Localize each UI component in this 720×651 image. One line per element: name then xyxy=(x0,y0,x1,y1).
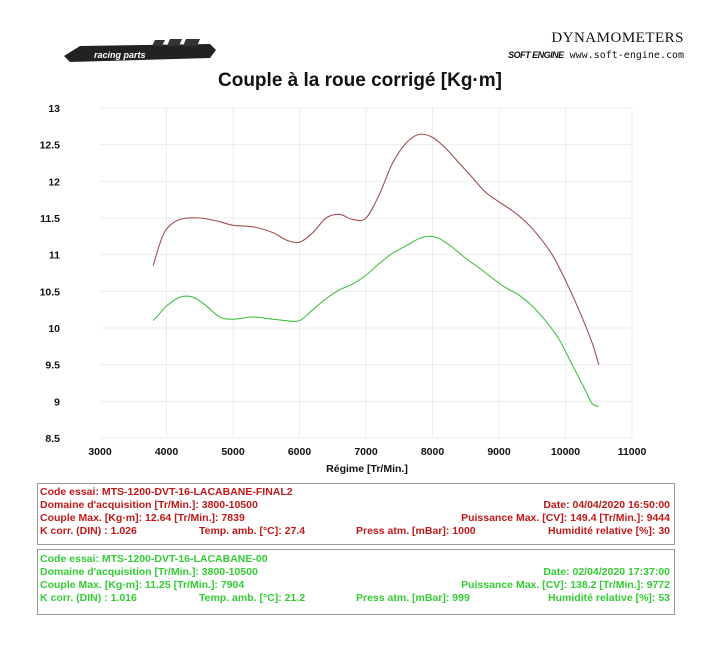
y-tick-label: 9.5 xyxy=(45,360,60,372)
x-tick-label: 8000 xyxy=(421,446,445,458)
y-tick-label: 10 xyxy=(48,323,60,335)
x-tick-label: 3000 xyxy=(88,446,112,458)
run2-domain: Domaine d'acquisition [Tr/Min.]: 3800-10… xyxy=(40,566,258,578)
run1-couple: Couple Max. [Kg·m]: 12.64 [Tr/Min.]: 783… xyxy=(40,512,245,524)
logo-text: racing parts xyxy=(94,50,146,60)
run1-row-3: Couple Max. [Kg·m]: 12.64 [Tr/Min.]: 783… xyxy=(38,512,674,525)
run1-domain: Domaine d'acquisition [Tr/Min.]: 3800-10… xyxy=(40,499,258,511)
chart-title: Couple à la roue corrigé [Kg·m] xyxy=(218,70,502,91)
run2-row-4: K corr. (DIN) : 1.016 Temp. amb. [°C]: 2… xyxy=(38,592,674,605)
y-tick-label: 12.5 xyxy=(40,140,61,152)
y-tick-label: 11 xyxy=(49,250,60,262)
series-line-2 xyxy=(152,235,599,407)
run1-row-4: K corr. (DIN) : 1.026 Temp. amb. [°C]: 2… xyxy=(38,525,674,538)
run2-code: Code essai: MTS-1200-DVT-16-LACABANE-00 xyxy=(40,553,268,565)
run1-press: Press atm. [mBar]: 1000 xyxy=(356,525,476,537)
y-tick-label: 9 xyxy=(54,396,60,408)
x-tick-label: 7000 xyxy=(354,446,378,458)
series-line-1 xyxy=(152,133,600,365)
run2-press: Press atm. [mBar]: 999 xyxy=(356,592,470,604)
series-lines xyxy=(152,133,600,407)
x-tick-label: 4000 xyxy=(155,446,179,458)
run2-kcorr: K corr. (DIN) : 1.016 xyxy=(40,592,137,604)
run2-humidity: Humidité relative [%]: 53 xyxy=(548,592,670,604)
grid-lines xyxy=(100,107,633,439)
y-tick-label: 11.5 xyxy=(40,213,60,225)
x-tick-label: 10000 xyxy=(551,446,580,458)
run2-row-1: Code essai: MTS-1200-DVT-16-LACABANE-00 xyxy=(38,553,674,566)
run1-row-1: Code essai: MTS-1200-DVT-16-LACABANE-FIN… xyxy=(38,486,674,499)
y-tick-label: 12 xyxy=(48,176,60,188)
x-tick-label: 5000 xyxy=(221,446,245,458)
run2-temp: Temp. amb. [°C]: 21.2 xyxy=(199,592,306,604)
run1-kcorr: K corr. (DIN) : 1.026 xyxy=(40,525,137,537)
x-tick-label: 9000 xyxy=(487,446,511,458)
y-tick-label: 8.5 xyxy=(45,433,60,445)
run2-couple: Couple Max. [Kg·m]: 11.25 [Tr/Min.]: 790… xyxy=(40,579,245,591)
brand-site: www.soft-engine.com xyxy=(569,50,684,61)
brand-name: DYNAMOMETERS xyxy=(551,30,684,46)
x-tick-label: 11000 xyxy=(618,446,647,458)
run1-temp: Temp. amb. [°C]: 27.4 xyxy=(199,525,306,537)
run2-puissance: Puissance Max. [CV]: 138.2 [Tr/Min.]: 97… xyxy=(461,579,670,591)
y-tick-label: 13 xyxy=(48,103,60,115)
y-tick-labels: 8.5 9 9.5 10 10.5 11 11.5 12 12.5 13 xyxy=(40,103,61,445)
run-info-panel-2: Code essai: MTS-1200-DVT-16-LACABANE-00 … xyxy=(37,549,675,615)
run1-row-2: Domaine d'acquisition [Tr/Min.]: 3800-10… xyxy=(38,499,674,512)
racing-parts-logo: racing parts xyxy=(64,39,216,62)
torque-chart: 3000 4000 5000 6000 7000 8000 9000 10000 11000 8… xyxy=(40,103,647,475)
run2-row-2: Domaine d'acquisition [Tr/Min.]: 3800-10… xyxy=(38,566,674,579)
run1-puissance: Puissance Max. [CV]: 149.4 [Tr/Min.]: 94… xyxy=(461,512,670,524)
soft-engine-mark: SOFT ENGINE xyxy=(508,50,564,60)
run2-row-3: Couple Max. [Kg·m]: 11.25 [Tr/Min.]: 790… xyxy=(38,579,674,592)
run-info-panel-1: Code essai: MTS-1200-DVT-16-LACABANE-FIN… xyxy=(37,483,675,545)
x-tick-label: 6000 xyxy=(288,446,312,458)
brand-block: DYNAMOMETERS SOFT ENGINE www.soft-engine.… xyxy=(508,30,684,61)
y-tick-label: 10.5 xyxy=(40,286,61,298)
x-tick-labels: 3000 4000 5000 6000 7000 8000 9000 10000 11000 xyxy=(88,446,646,458)
brand-site-line: SOFT ENGINE www.soft-engine.com xyxy=(508,50,684,61)
run1-date: Date: 04/04/2020 16:50:00 xyxy=(543,499,670,511)
run1-humidity: Humidité relative [%]: 30 xyxy=(548,525,670,537)
x-axis-label: Régime [Tr/Min.] xyxy=(326,463,408,475)
run2-date: Date: 02/04/2020 17:37:00 xyxy=(543,566,670,578)
run1-code: Code essai: MTS-1200-DVT-16-LACABANE-FIN… xyxy=(40,486,293,498)
